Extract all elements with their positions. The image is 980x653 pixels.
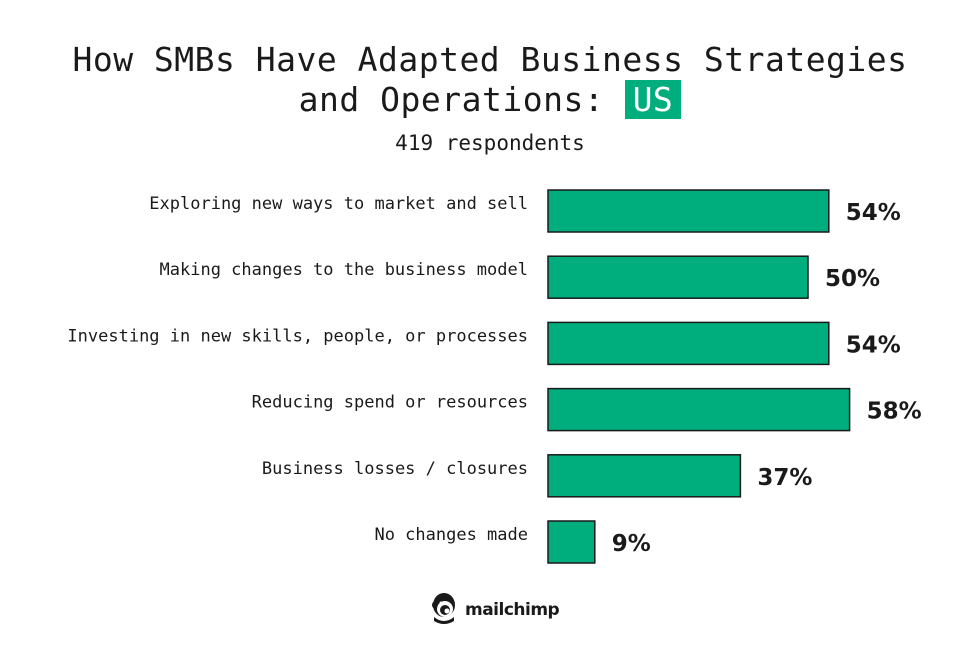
title-line-2: and Operations: US — [0, 80, 980, 120]
category-label: Exploring new ways to market and sell — [149, 194, 528, 214]
bar — [547, 255, 809, 299]
brand-name: mailchimp — [465, 600, 560, 620]
category-label: Business losses / closures — [262, 459, 528, 479]
bar — [547, 189, 830, 233]
bar — [547, 387, 851, 432]
category-label: No changes made — [374, 525, 528, 545]
data-label: 58% — [867, 399, 922, 425]
data-label: 37% — [757, 465, 812, 491]
data-label: 54% — [846, 200, 901, 226]
title-highlight-us: US — [624, 80, 682, 119]
chart-title: How SMBs Have Adapted Business Strategie… — [0, 40, 980, 120]
brand-logo: mailchimp — [428, 591, 560, 629]
bar — [547, 321, 830, 366]
data-label: 50% — [825, 266, 880, 292]
data-label: 9% — [612, 531, 651, 557]
category-label: Making changes to the business model — [160, 260, 528, 280]
data-label: 54% — [846, 332, 901, 358]
chart-subtitle: 419 respondents — [395, 131, 585, 155]
bar — [547, 454, 742, 498]
freddie-chimp-logo-icon — [428, 591, 460, 629]
bar — [547, 520, 596, 564]
category-label: Reducing spend or resources — [252, 393, 528, 413]
title-line-1: How SMBs Have Adapted Business Strategie… — [72, 40, 908, 79]
title-line-2-prefix: and Operations: — [298, 80, 625, 119]
category-label: Investing in new skills, people, or proc… — [67, 326, 528, 346]
